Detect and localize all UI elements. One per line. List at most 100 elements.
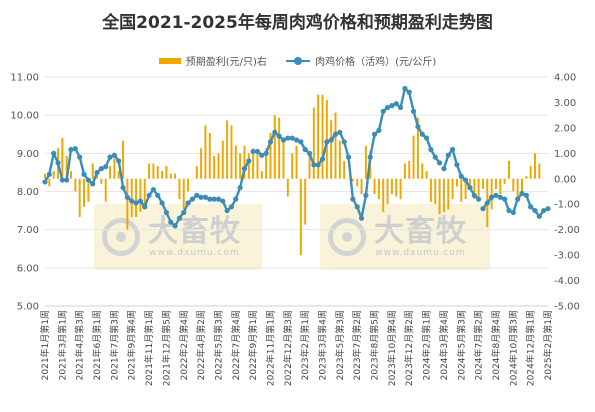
price-point xyxy=(358,215,365,221)
bar xyxy=(161,171,164,179)
x-axis-tick-label: 2022年5月第3周 xyxy=(212,310,224,380)
price-point xyxy=(68,146,74,153)
legend-item-profit[interactable]: 预期盈利(元/只)右 xyxy=(158,53,267,68)
bar xyxy=(113,158,116,179)
x-axis-tick-label: 2023年10月第4周 xyxy=(386,310,398,386)
x-axis-tick-label: 2021年6月第1周 xyxy=(91,310,103,380)
bar xyxy=(356,178,359,187)
price-point xyxy=(280,137,287,143)
price-point xyxy=(410,108,417,114)
bar xyxy=(542,178,545,180)
bar xyxy=(499,178,502,195)
x-axis-tick-label: 2023年12月第2周 xyxy=(403,310,415,386)
right-axis-tick-label: 0.00 xyxy=(554,174,576,185)
price-point xyxy=(215,196,222,202)
price-point xyxy=(211,196,217,202)
bar xyxy=(44,173,46,179)
price-point xyxy=(298,139,304,145)
price-point xyxy=(315,162,321,168)
bar xyxy=(534,153,536,179)
bar xyxy=(477,178,480,197)
bar xyxy=(48,178,51,187)
x-axis-tick-label: 2022年7月第4周 xyxy=(230,310,242,380)
price-point xyxy=(276,133,282,139)
bar xyxy=(213,155,216,179)
price-point xyxy=(163,209,170,216)
bar xyxy=(490,178,493,210)
left-axis-tick-label: 5.00 xyxy=(17,302,39,313)
price-point xyxy=(497,194,503,200)
price-point xyxy=(77,154,83,160)
price-point xyxy=(103,164,109,170)
price-point xyxy=(454,162,460,168)
price-point xyxy=(532,207,538,214)
bar xyxy=(538,163,541,179)
bar xyxy=(109,166,112,179)
bar xyxy=(252,148,255,179)
price-line-segment xyxy=(253,106,389,220)
price-point xyxy=(168,219,174,225)
bar xyxy=(87,178,90,202)
price-point xyxy=(306,150,313,156)
bar xyxy=(291,153,294,179)
price-point xyxy=(324,139,330,145)
price-point xyxy=(81,171,87,177)
bar xyxy=(334,112,337,179)
bar xyxy=(61,138,64,179)
right-axis-tick-label: -2.00 xyxy=(554,225,580,236)
x-axis-tick-label: 2021年4月第3周 xyxy=(74,310,86,380)
price-point xyxy=(181,209,187,216)
bar xyxy=(390,178,393,195)
bar xyxy=(152,163,155,179)
x-axis-tick-label: 2023年5月第3周 xyxy=(334,310,346,380)
bar xyxy=(104,178,107,202)
x-axis-tick-label: 2021年1月第1周 xyxy=(39,310,51,380)
bar xyxy=(100,178,103,184)
price-point xyxy=(285,135,291,141)
bar xyxy=(208,132,211,179)
x-axis-tick-label: 2022年9月第1周 xyxy=(247,310,259,380)
price-point xyxy=(302,146,308,153)
bar xyxy=(421,163,424,179)
bar xyxy=(74,178,77,192)
price-point xyxy=(124,194,130,200)
bar xyxy=(156,166,159,179)
bar xyxy=(399,178,402,200)
bar xyxy=(91,163,94,179)
x-axis-tick-label: 2024年12月第1周 xyxy=(525,310,537,386)
bar xyxy=(178,178,181,200)
bar xyxy=(464,178,467,200)
x-axis-tick-label: 2023年3月第4周 xyxy=(317,310,329,380)
x-axis-tick-label: 2024年2月第1周 xyxy=(421,310,433,380)
price-point xyxy=(536,213,542,219)
price-point xyxy=(172,223,178,229)
legend-item-price[interactable]: 肉鸡价格（活鸡）(元/公斤) xyxy=(286,53,436,68)
bar xyxy=(434,178,437,205)
price-point xyxy=(90,181,96,187)
price-point xyxy=(237,185,243,191)
price-point xyxy=(445,152,451,158)
bar xyxy=(442,178,445,212)
bar xyxy=(122,140,125,179)
bar xyxy=(343,160,346,179)
price-point xyxy=(423,135,430,141)
watermark-logo-icon xyxy=(102,218,140,256)
bar xyxy=(143,178,146,210)
x-axis-tick-label: 2024年7月第2周 xyxy=(473,310,485,380)
price-point xyxy=(402,85,408,92)
price-point xyxy=(150,186,157,193)
price-point xyxy=(129,198,135,204)
price-point xyxy=(419,131,425,137)
bar xyxy=(278,117,281,179)
bar xyxy=(83,178,86,207)
bar xyxy=(282,140,285,179)
bar xyxy=(217,153,220,179)
price-point xyxy=(345,154,352,160)
price-point xyxy=(202,194,209,200)
price-point xyxy=(155,192,161,198)
bar xyxy=(516,178,519,202)
x-axis-tick-label: 2023年2月第1周 xyxy=(299,310,311,380)
bar xyxy=(65,155,68,179)
bar xyxy=(265,148,268,179)
price-point xyxy=(515,196,521,202)
